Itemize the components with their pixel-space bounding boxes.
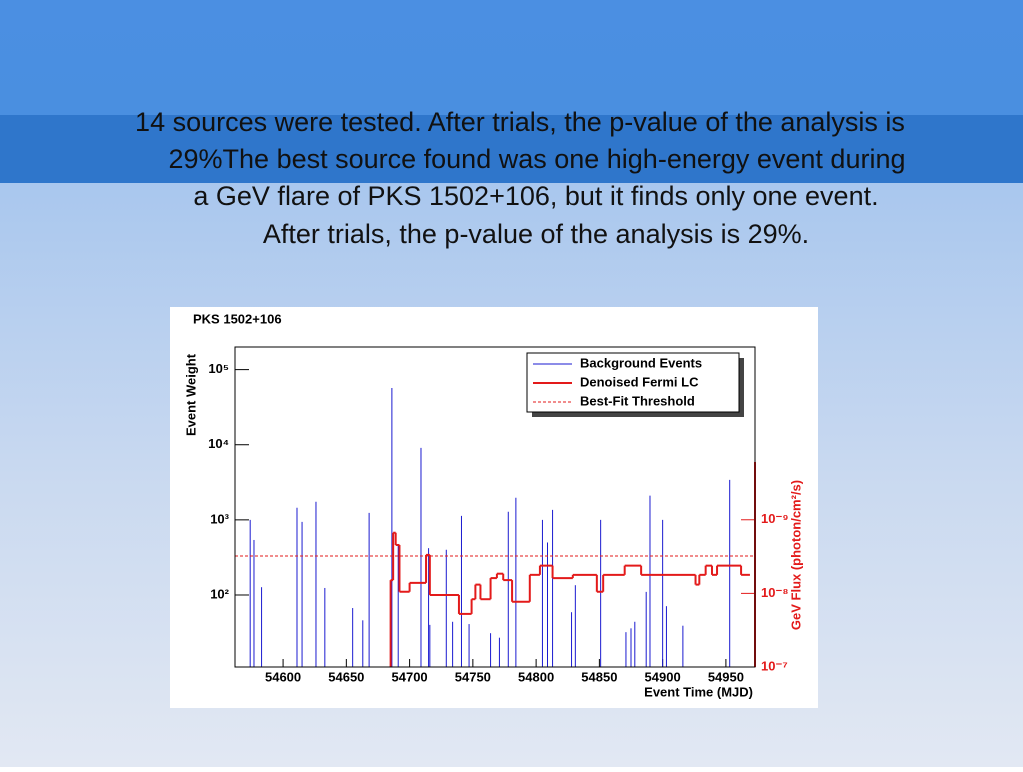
slide-text: a GeV flare of PKS 1502+106, but it find… xyxy=(193,181,878,211)
x-tick-label: 54900 xyxy=(645,669,681,684)
y-tick-label: 10⁵ xyxy=(208,361,229,376)
y2-tick-label: 10⁻⁹ xyxy=(761,511,789,526)
x-tick-label: 54850 xyxy=(581,669,617,684)
plot: 54600 54650 54700 54750 54800 54850 54900 54950… xyxy=(208,361,788,684)
y-axis-label: Event Weight xyxy=(183,353,198,436)
x-tick-label: 54700 xyxy=(392,669,428,684)
plot-frame xyxy=(234,346,756,668)
chart-title: PKS 1502+106 xyxy=(193,311,282,326)
x-tick-label: 54750 xyxy=(455,669,491,684)
x-axis-label: Event Time (MJD) xyxy=(644,684,753,699)
y-tick-label: 10² xyxy=(210,586,229,601)
slide-text: 14 sources were tested. After trials, th… xyxy=(135,107,905,137)
legend-label: Denoised Fermi LC xyxy=(580,374,699,389)
y-tick-label: 10³ xyxy=(210,511,229,526)
x-tick-label: 54950 xyxy=(708,669,744,684)
slide-text: 29%The best source found was one high-en… xyxy=(169,144,906,174)
y2-axis-label: GeV Flux (photon/cm²/s) xyxy=(788,480,803,630)
y2-tick-label: 10⁻⁷ xyxy=(761,658,788,673)
x-tick-label: 54800 xyxy=(518,669,554,684)
legend-entries: Background Events Denoised Fermi LC Best-F… xyxy=(533,355,702,408)
x-tick-label: 54600 xyxy=(265,669,301,684)
legend-label: Best-Fit Threshold xyxy=(580,393,695,408)
legend-label: Background Events xyxy=(580,355,702,370)
y2-tick-label: 10⁻⁸ xyxy=(761,585,788,600)
slide-text: After trials, the p-value of the analysi… xyxy=(263,219,809,249)
bg-band xyxy=(0,115,1023,183)
y-tick-label: 10⁴ xyxy=(208,436,229,451)
x-tick-label: 54650 xyxy=(328,669,364,684)
bg-top xyxy=(0,0,1023,115)
